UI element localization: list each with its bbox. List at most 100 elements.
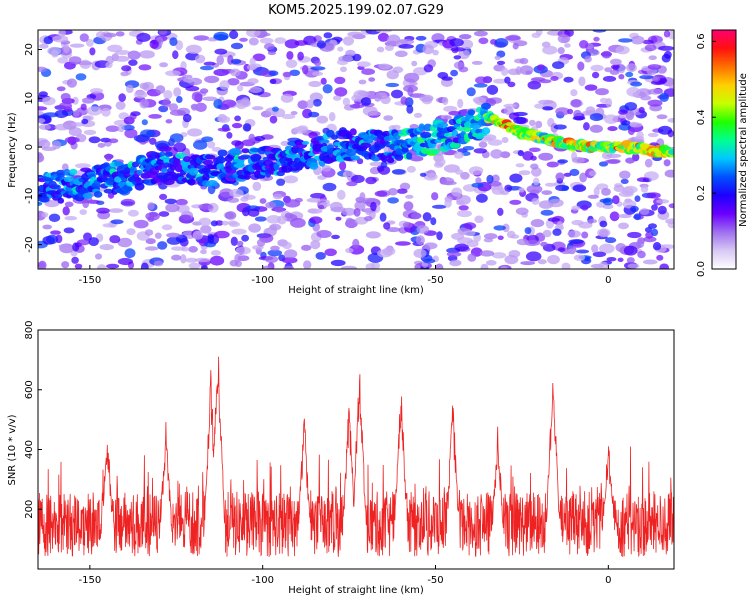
- heatmap-blob: [383, 222, 391, 230]
- heatmap-blob: [475, 177, 482, 185]
- heatmap-blob: [667, 118, 674, 123]
- heatmap-blob: [82, 97, 95, 104]
- heatmap-blob: [637, 250, 646, 259]
- heatmap-blob: [269, 78, 277, 84]
- heatmap-blob: [239, 37, 248, 42]
- heatmap-blob: [169, 109, 186, 116]
- heatmap-blob: [88, 136, 101, 144]
- heatmap-blob: [391, 89, 403, 99]
- heatmap-blob: [431, 204, 447, 209]
- heatmap-blob: [443, 115, 452, 120]
- heatmap-blob: [248, 223, 261, 233]
- heatmap-blob: [460, 171, 470, 180]
- heatmap-blob: [583, 122, 590, 131]
- heatmap-blob: [64, 216, 78, 221]
- heatmap-blob: [419, 94, 434, 103]
- heatmap-blob: [658, 45, 674, 51]
- heatmap-blob: [399, 39, 414, 45]
- heatmap-blob: [227, 220, 238, 226]
- heatmap-blob: [256, 238, 266, 247]
- heatmap-blob: [453, 151, 464, 159]
- heatmap-blob: [630, 81, 642, 87]
- heatmap-ridge-blob: [103, 188, 114, 194]
- heatmap-blob: [579, 172, 587, 183]
- heatmap-blob: [541, 190, 553, 196]
- heatmap-blob: [406, 165, 416, 173]
- heatmap-blob: [609, 211, 620, 222]
- heatmap-blob: [74, 163, 91, 169]
- heatmap-blob: [289, 69, 301, 77]
- heatmap-blob: [590, 64, 604, 72]
- heatmap-blob: [478, 37, 489, 45]
- heatmap-blob: [423, 258, 436, 264]
- heatmap-blob: [277, 215, 287, 225]
- heatmap-blob: [120, 198, 136, 207]
- heatmap-blob: [168, 103, 179, 112]
- heatmap-blob: [109, 235, 121, 244]
- heatmap-blob: [542, 45, 558, 55]
- heatmap-blob: [117, 237, 133, 248]
- heatmap-blob: [316, 40, 326, 49]
- heatmap-blob: [316, 115, 329, 124]
- heatmap-ridge-blob: [420, 131, 432, 139]
- heatmap-blob: [221, 220, 229, 226]
- heatmap-blob: [633, 213, 642, 221]
- heatmap-blob: [158, 211, 170, 217]
- heatmap-blob: [648, 55, 657, 60]
- colorbar-tick-label: 0.0: [696, 261, 707, 277]
- heatmap-blob: [72, 96, 79, 105]
- heatmap-blob: [175, 198, 188, 206]
- heatmap-blob: [159, 62, 169, 68]
- heatmap-blob: [399, 182, 411, 191]
- heatmap-blob: [193, 35, 210, 41]
- heatmap-blob: [145, 212, 160, 221]
- heatmap-blob: [169, 37, 178, 46]
- heatmap-blob: [509, 173, 523, 183]
- heatmap-blob: [148, 114, 162, 119]
- heatmap-ridge-blob: [156, 159, 165, 165]
- heatmap-blob: [567, 230, 581, 238]
- heatmap-blob: [571, 205, 581, 211]
- heatmap-blob: [115, 31, 125, 37]
- heatmap-blob: [97, 142, 106, 148]
- colorbar-ticks: 0.0 0.2 0.4 0.6: [696, 33, 716, 277]
- heatmap-blob: [379, 212, 387, 222]
- heatmap-blob: [252, 53, 266, 62]
- heatmap-blob: [346, 181, 358, 187]
- heatmap-blob: [601, 50, 612, 59]
- heatmap-blob: [323, 32, 333, 39]
- heatmap-blob: [57, 57, 69, 64]
- heatmap-blob: [251, 106, 264, 111]
- heatmap-blob: [230, 68, 241, 77]
- heatmap-blob: [210, 250, 221, 256]
- heatmap-ridge-blob: [449, 141, 461, 149]
- heatmap-blob: [246, 64, 257, 71]
- heatmap-blob: [162, 98, 171, 108]
- heatmap-blob: [230, 42, 244, 50]
- heatmap-blob: [599, 229, 609, 238]
- heatmap-blob: [484, 233, 498, 240]
- heatmap-blob: [206, 141, 216, 149]
- heatmap-ridge-blob: [187, 178, 196, 186]
- heatmap-blob: [402, 221, 413, 228]
- heatmap-blob: [274, 37, 287, 44]
- heatmap-blob: [605, 237, 617, 244]
- heatmap-blob: [86, 39, 94, 47]
- y-tick-label: 800: [24, 320, 35, 339]
- heatmap-blob: [374, 93, 382, 102]
- heatmap-blob: [636, 177, 650, 183]
- heatmap-blob: [166, 236, 182, 245]
- heatmap-blob: [386, 70, 399, 80]
- heatmap-blob: [644, 158, 653, 168]
- heatmap-blob: [547, 217, 561, 222]
- heatmap-blob: [102, 223, 115, 228]
- heatmap-blob: [308, 131, 318, 139]
- heatmap-ridge-blob: [188, 167, 199, 176]
- heatmap-blob: [406, 104, 414, 114]
- heatmap-blob: [227, 78, 240, 86]
- heatmap-blob: [648, 223, 657, 229]
- heatmap-blob: [281, 256, 298, 264]
- heatmap-blob: [115, 101, 126, 110]
